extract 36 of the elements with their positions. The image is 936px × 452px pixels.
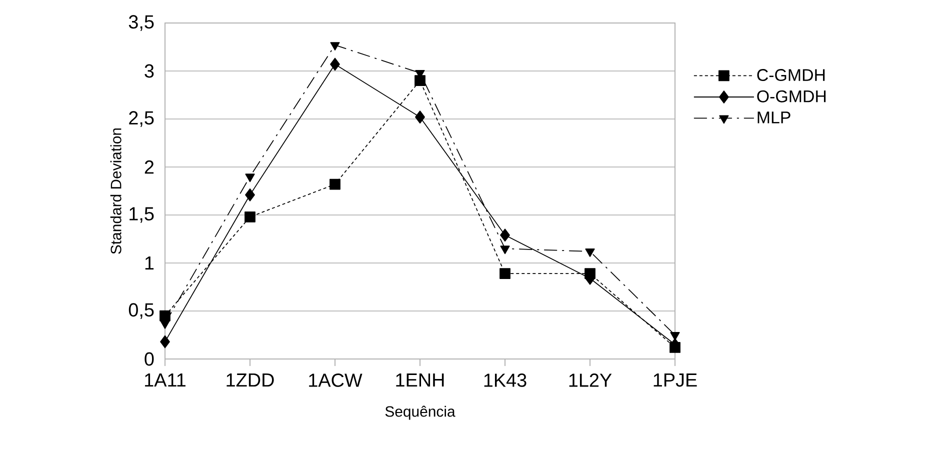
y-tick-label: 1 xyxy=(145,256,154,270)
x-tick-label: 1ENH xyxy=(396,374,444,387)
x-tick-label: 1L2Y xyxy=(569,374,612,387)
point xyxy=(160,320,170,329)
y-tick-label: 1,5 xyxy=(130,207,154,223)
y-tick-label: 2,5 xyxy=(129,111,154,127)
legend-label: O-GMDH xyxy=(757,90,826,102)
point xyxy=(244,211,256,222)
y-tick-label: 0,5 xyxy=(128,303,154,319)
x-axis-title: Sequência xyxy=(385,406,456,420)
point xyxy=(160,310,170,322)
point xyxy=(500,268,510,280)
point xyxy=(330,58,340,71)
x-tick-label: 1ACW xyxy=(309,374,362,387)
y-tick-label: 2 xyxy=(144,160,154,174)
x-tick-label: 1ZDD xyxy=(226,374,274,387)
point xyxy=(245,188,255,202)
y-tick-label: 3 xyxy=(144,64,154,78)
point xyxy=(330,42,340,51)
point xyxy=(500,228,510,242)
legend-label: MLP xyxy=(758,112,790,124)
x-tick-label: 1K43 xyxy=(484,374,526,387)
legend-label: C-GMDH xyxy=(757,69,825,82)
point xyxy=(414,75,426,86)
x-tick-label: 1PJE xyxy=(654,374,697,387)
point xyxy=(670,332,680,340)
y-tick-label: 0 xyxy=(144,352,154,366)
y-tick-label: 3,5 xyxy=(128,15,154,31)
point xyxy=(330,178,340,190)
point xyxy=(585,248,595,257)
point xyxy=(500,246,510,254)
point xyxy=(160,335,170,348)
x-tick-label: 1A11 xyxy=(145,374,186,387)
point xyxy=(415,110,425,124)
point xyxy=(245,174,255,182)
y-axis-title: Standard Deviation xyxy=(110,128,122,254)
